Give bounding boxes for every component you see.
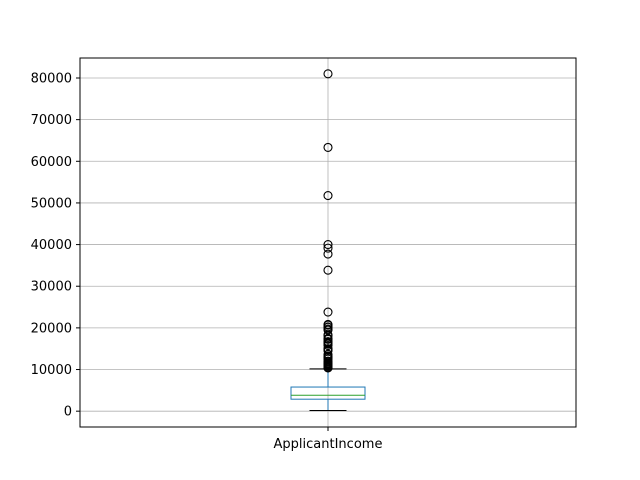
outlier-point — [323, 69, 333, 79]
interquartile-box — [290, 386, 366, 400]
y-tick-label: 70000 — [31, 113, 72, 128]
y-axis: 0 10000 20000 30000 40000 50000 60000 70000 8000… — [31, 71, 80, 420]
outlier-point — [323, 191, 333, 201]
y-tick-label: 50000 — [31, 196, 72, 211]
outlier-point — [323, 319, 333, 329]
outlier-point — [323, 243, 333, 253]
x-tick-label: ApplicantIncome — [274, 437, 383, 452]
y-tick-label: 60000 — [31, 155, 72, 170]
y-tick-label: 20000 — [31, 321, 72, 336]
outlier-point — [323, 349, 333, 359]
outlier-point — [323, 142, 333, 152]
outlier-point — [323, 249, 333, 259]
y-tick-label: 40000 — [31, 238, 72, 253]
y-tick-label: 0 — [64, 405, 72, 420]
y-tick-label: 80000 — [31, 71, 72, 86]
outlier-point — [323, 265, 333, 275]
y-tick-label: 10000 — [31, 363, 72, 378]
outlier-point — [323, 240, 333, 250]
box-plot — [290, 69, 366, 412]
outlier-point — [323, 344, 333, 354]
outlier-point — [323, 337, 333, 347]
outlier-point — [323, 307, 333, 317]
y-tick-label: 30000 — [31, 280, 72, 295]
x-axis: ApplicantIncome — [274, 427, 383, 452]
